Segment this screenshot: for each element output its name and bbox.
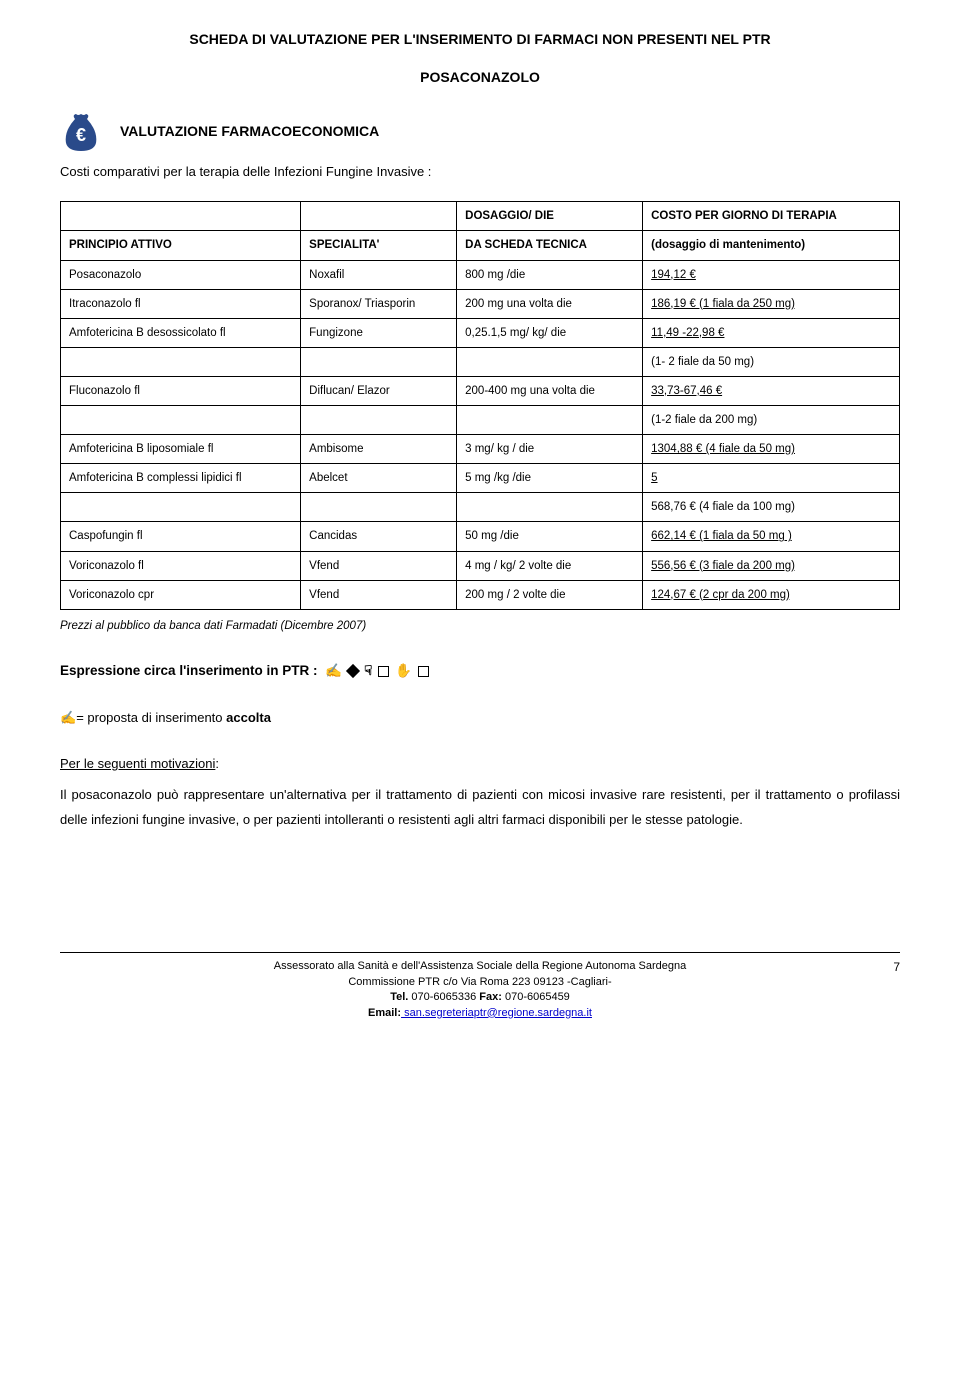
- cell-dosaggio: 800 mg /die: [457, 260, 643, 289]
- table-row: Amfotericina B desossicolato flFungizone…: [61, 318, 900, 347]
- cell-dosaggio: 5 mg /kg /die: [457, 464, 643, 493]
- cell-empty: [301, 347, 457, 376]
- page-subtitle: POSACONAZOLO: [60, 68, 900, 88]
- section-intro: Costi comparativi per la terapia delle I…: [60, 163, 900, 181]
- table-row: Amfotericina B complessi lipidici flAbel…: [61, 464, 900, 493]
- cell-principio: Itraconazolo fl: [61, 289, 301, 318]
- cell-principio: Fluconazolo fl: [61, 376, 301, 405]
- cell-principio: Voriconazolo fl: [61, 551, 301, 580]
- footer-line2: Commissione PTR c/o Via Roma 223 09123 -…: [60, 975, 900, 990]
- cell-costo: 662,14 € (1 fiala da 50 mg ): [643, 522, 900, 551]
- cell-principio: Posaconazolo: [61, 260, 301, 289]
- cell-costo: 11,49 -22,98 €: [643, 318, 900, 347]
- email-link[interactable]: san.segreteriaptr@regione.sardegna.it: [401, 1007, 592, 1019]
- th-empty: [301, 202, 457, 231]
- expression-label: Espressione circa l'inserimento in PTR :: [60, 663, 318, 678]
- th-principio: PRINCIPIO ATTIVO: [61, 231, 301, 260]
- table-row: Voriconazolo flVfend4 mg / kg/ 2 volte d…: [61, 551, 900, 580]
- cell-specialita: Abelcet: [301, 464, 457, 493]
- cell-dosaggio: 50 mg /die: [457, 522, 643, 551]
- cell-specialita: Vfend: [301, 580, 457, 609]
- cell-specialita: Cancidas: [301, 522, 457, 551]
- cell-costo: 124,67 € (2 cpr da 200 mg): [643, 580, 900, 609]
- cell-specialita: Fungizone: [301, 318, 457, 347]
- table-row: Caspofungin flCancidas50 mg /die662,14 €…: [61, 522, 900, 551]
- th-dosaggio-sub: DA SCHEDA TECNICA: [457, 231, 643, 260]
- cell-costo: 5: [643, 464, 900, 493]
- table-note-row: 568,76 € (4 fiale da 100 mg): [61, 493, 900, 522]
- table-row: Itraconazolo flSporanox/ Triasporin200 m…: [61, 289, 900, 318]
- cell-specialita: Vfend: [301, 551, 457, 580]
- cell-empty: [457, 493, 643, 522]
- cell-note: (1- 2 fiale da 50 mg): [643, 347, 900, 376]
- cell-dosaggio: 3 mg/ kg / die: [457, 435, 643, 464]
- cell-empty: [301, 493, 457, 522]
- table-row: Voriconazolo cprVfend200 mg / 2 volte di…: [61, 580, 900, 609]
- th-specialita: SPECIALITA': [301, 231, 457, 260]
- section-title: VALUTAZIONE FARMACOECONOMICA: [120, 122, 379, 142]
- svg-text:€: €: [76, 125, 86, 145]
- cell-dosaggio: 4 mg / kg/ 2 volte die: [457, 551, 643, 580]
- cell-principio: Caspofungin fl: [61, 522, 301, 551]
- euro-bag-icon: €: [60, 111, 102, 153]
- cell-empty: [457, 406, 643, 435]
- cell-specialita: Diflucan/ Elazor: [301, 376, 457, 405]
- checkbox-icon: [418, 666, 429, 677]
- cell-specialita: Noxafil: [301, 260, 457, 289]
- cell-principio: Amfotericina B liposomiale fl: [61, 435, 301, 464]
- motivazioni-heading: Per le seguenti motivazioni:: [60, 755, 900, 773]
- expression-line: Espressione circa l'inserimento in PTR :…: [60, 662, 900, 681]
- cell-costo: 33,73-67,46 €: [643, 376, 900, 405]
- accolta-bold: accolta: [226, 710, 271, 725]
- hand-icon: ✍: [325, 662, 342, 681]
- footer-line1: Assessorato alla Sanità e dell'Assistenz…: [60, 959, 900, 974]
- th-costo-sub: (dosaggio di mantenimento): [643, 231, 900, 260]
- cell-dosaggio: 200 mg / 2 volte die: [457, 580, 643, 609]
- cell-principio: Amfotericina B complessi lipidici fl: [61, 464, 301, 493]
- cell-note: (1-2 fiale da 200 mg): [643, 406, 900, 435]
- cell-empty: [301, 406, 457, 435]
- footer-email: Email: san.segreteriaptr@regione.sardegn…: [60, 1006, 900, 1021]
- th-costo: COSTO PER GIORNO DI TERAPIA: [643, 202, 900, 231]
- cell-specialita: Ambisome: [301, 435, 457, 464]
- table-note-row: (1- 2 fiale da 50 mg): [61, 347, 900, 376]
- table-caption: Prezzi al pubblico da banca dati Farmada…: [60, 618, 900, 634]
- hand-icon: ✍: [60, 710, 76, 725]
- cost-table: DOSAGGIO/ DIE COSTO PER GIORNO DI TERAPI…: [60, 201, 900, 609]
- table-note-row: (1-2 fiale da 200 mg): [61, 406, 900, 435]
- cell-principio: Amfotericina B desossicolato fl: [61, 318, 301, 347]
- proposta-line: ✍= proposta di inserimento accolta: [60, 709, 900, 727]
- cell-costo: 186,19 € (1 fiala da 250 mg): [643, 289, 900, 318]
- checkbox-icon: [378, 666, 389, 677]
- cell-dosaggio: 200 mg una volta die: [457, 289, 643, 318]
- cell-empty: [61, 347, 301, 376]
- section-header: € VALUTAZIONE FARMACOECONOMICA: [60, 111, 900, 153]
- footer-tel: Tel. 070-6065336 Fax: 070-6065459: [60, 990, 900, 1005]
- cell-empty: [457, 347, 643, 376]
- page-number: 7: [893, 959, 900, 976]
- table-row: Fluconazolo flDiflucan/ Elazor200-400 mg…: [61, 376, 900, 405]
- cell-costo: 1304,88 € (4 fiale da 50 mg): [643, 435, 900, 464]
- hand-down-icon: ☟: [364, 662, 372, 681]
- cell-note: 568,76 € (4 fiale da 100 mg): [643, 493, 900, 522]
- accolta-text: = proposta di inserimento: [76, 710, 226, 725]
- cell-specialita: Sporanox/ Triasporin: [301, 289, 457, 318]
- footer: 7 Assessorato alla Sanità e dell'Assiste…: [60, 952, 900, 1021]
- motivazioni-text: Il posaconazolo può rappresentare un'alt…: [60, 783, 900, 832]
- table-row: Amfotericina B liposomiale flAmbisome3 m…: [61, 435, 900, 464]
- cell-empty: [61, 406, 301, 435]
- hand-stop-icon: ✋: [395, 662, 412, 681]
- diamond-icon: [346, 664, 360, 678]
- symbol-row: ✍ ☟ ✋: [325, 662, 429, 681]
- table-row: PosaconazoloNoxafil800 mg /die194,12 €: [61, 260, 900, 289]
- cell-empty: [61, 493, 301, 522]
- page-title: SCHEDA DI VALUTAZIONE PER L'INSERIMENTO …: [60, 30, 900, 50]
- cell-dosaggio: 200-400 mg una volta die: [457, 376, 643, 405]
- cell-dosaggio: 0,25.1,5 mg/ kg/ die: [457, 318, 643, 347]
- cell-costo: 556,56 € (3 fiale da 200 mg): [643, 551, 900, 580]
- cell-principio: Voriconazolo cpr: [61, 580, 301, 609]
- th-dosaggio: DOSAGGIO/ DIE: [457, 202, 643, 231]
- cell-costo: 194,12 €: [643, 260, 900, 289]
- th-empty: [61, 202, 301, 231]
